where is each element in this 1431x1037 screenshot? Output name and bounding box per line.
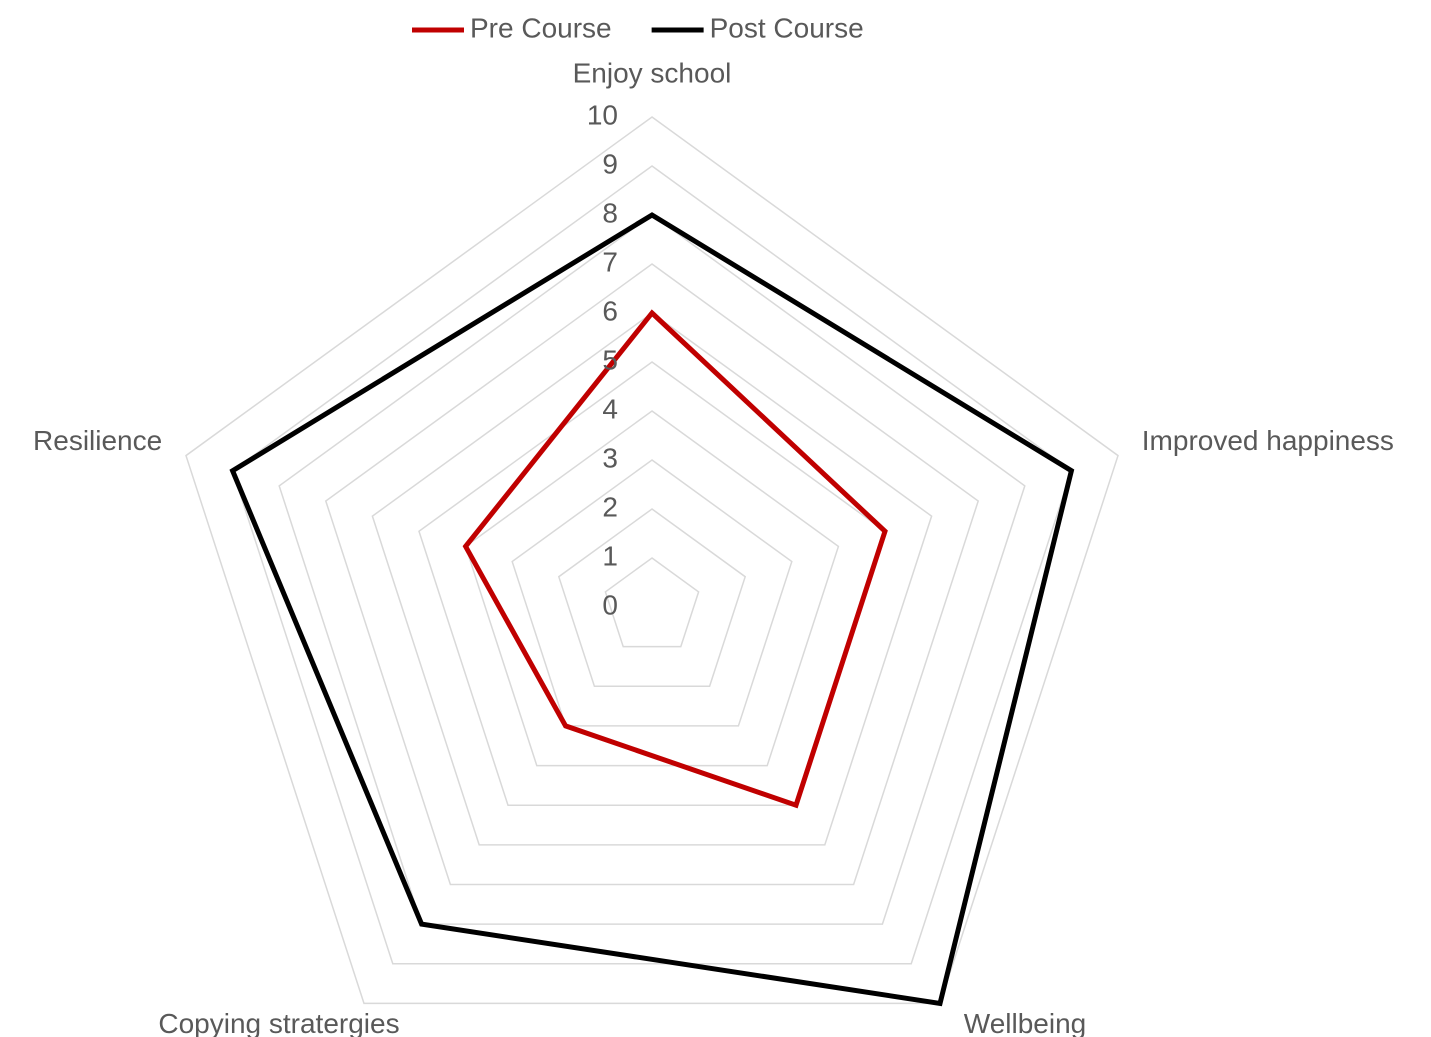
category-label: Resilience [33, 425, 162, 456]
axis-tick-label: 4 [602, 393, 618, 424]
series-line [229, 212, 1075, 1007]
series-line [462, 309, 888, 809]
grid-ring [231, 165, 1073, 965]
grid-ring [185, 116, 1119, 1005]
category-label: Improved happiness [1142, 425, 1394, 456]
category-label: Copying stratergies [158, 1008, 399, 1037]
grid-ring [557, 508, 747, 688]
axis-tick-label: 5 [602, 344, 618, 375]
axis-tick-label: 1 [602, 540, 618, 571]
grid-ring [511, 459, 793, 727]
grid-ring [604, 557, 700, 648]
category-label: Enjoy school [573, 57, 732, 88]
grid-ring [324, 263, 980, 886]
axis-tick-label: 10 [587, 99, 618, 130]
axis-tick-label: 0 [602, 589, 618, 620]
axis-tick-label: 6 [602, 295, 618, 326]
grid-ring [464, 410, 840, 767]
grid-ring [278, 214, 1026, 925]
legend-label: Post Course [710, 12, 864, 43]
grid-ring [371, 312, 933, 846]
axis-tick-label: 3 [602, 442, 618, 473]
category-label: Wellbeing [964, 1008, 1086, 1037]
axis-tick-label: 7 [602, 246, 618, 277]
axis-tick-label: 9 [602, 148, 618, 179]
axis-tick-label: 2 [602, 491, 618, 522]
grid-ring [418, 361, 886, 806]
axis-tick-label: 8 [602, 197, 618, 228]
legend-label: Pre Course [470, 12, 612, 43]
